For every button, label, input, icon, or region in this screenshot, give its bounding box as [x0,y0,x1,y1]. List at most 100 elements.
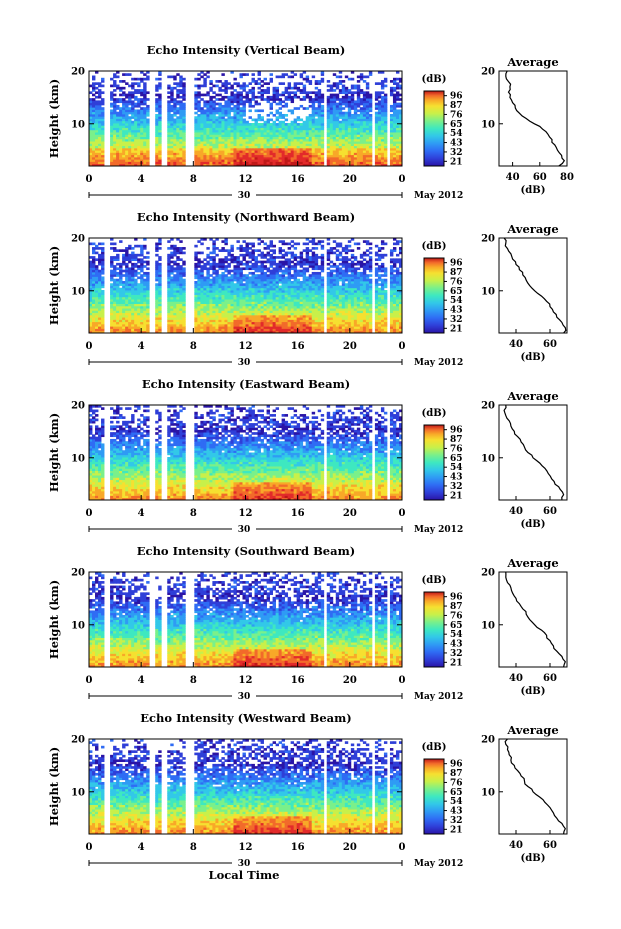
heatmap-cell [194,301,198,304]
heatmap-cell [395,287,400,291]
heatmap-cell [395,71,400,74]
heatmap-cell [173,299,177,302]
heatmap-cell [260,156,264,160]
heatmap-cell [329,86,334,90]
heatmap-cell [128,143,132,147]
heatmap-cell [230,145,234,149]
heatmap-cell [257,143,261,147]
heatmap-cell [398,163,403,167]
heatmap-cell [272,285,276,289]
x-tick-label: 4 [138,174,145,185]
heatmap-cell [275,319,280,323]
heatmap-cell [173,326,177,329]
heatmap-cell [251,98,255,101]
heatmap-cell [209,285,213,289]
heatmap-cell [356,154,361,158]
heatmap-cell [326,127,331,131]
heatmap-cell [110,134,114,137]
heatmap-cell [176,163,180,167]
heatmap-cell [248,308,252,311]
heatmap-cell [182,109,186,113]
heatmap-cell [215,159,219,162]
heatmap-cell [272,301,276,304]
heatmap-cell [122,129,126,133]
heatmap-cell [203,294,207,298]
heatmap-cell [224,118,228,122]
heatmap-cell [305,303,310,307]
heatmap-cell [341,138,346,142]
heatmap-cell [368,328,373,332]
heatmap-cell [329,123,334,126]
heatmap-cell [290,301,295,304]
heatmap-cell [251,296,255,300]
heatmap-cell [332,109,337,113]
heatmap-cell [356,156,361,160]
heatmap-cell [212,328,216,332]
heatmap-cell [362,314,367,318]
heatmap-cell [269,290,273,293]
heatmap-cell [155,296,159,300]
heatmap-cell [254,138,258,142]
heatmap-cell [125,82,129,85]
heatmap-cell [395,303,400,307]
heatmap-cell [311,109,316,113]
heatmap-cell [257,145,261,149]
heatmap-cell [176,296,180,300]
heatmap-cell [356,161,361,165]
heatmap-cell [314,292,319,295]
heatmap-cell [317,95,322,99]
heatmap-cell [329,152,334,156]
heatmap-cell [137,163,141,167]
heatmap-cell [215,285,219,289]
heatmap-cell [305,136,310,140]
heatmap-cell [239,314,243,318]
heatmap-cell [317,292,322,295]
heatmap-cell [389,143,394,147]
heatmap-cell [317,299,322,302]
heatmap-cell [314,319,319,323]
heatmap-cell [278,138,283,142]
heatmap-cell [224,95,228,99]
heatmap-cell [314,141,319,144]
heatmap-cell [245,321,249,325]
heatmap-cell [155,287,159,291]
heatmap-cell [350,100,355,104]
heatmap-cell [179,159,183,162]
heatmap-cell [110,163,114,167]
heatmap-cell [383,132,388,135]
heatmap-cell [341,299,346,302]
heatmap-cell [98,296,102,300]
heatmap-cell [392,89,397,92]
heatmap-cell [119,107,123,110]
heatmap-cell [221,305,225,309]
heatmap-cell [134,141,138,144]
heatmap-cell [260,159,264,162]
heatmap-cell [248,123,252,126]
heatmap-cell [116,326,120,329]
heatmap-cell [233,147,237,151]
heatmap-cell [194,150,198,153]
heatmap-cell [242,156,246,160]
heatmap-cell [365,145,370,149]
heatmap-cell [236,290,240,293]
heatmap-cell [296,290,301,293]
heatmap-cell [137,120,141,124]
heatmap-cell [140,312,144,316]
heatmap-cell [137,303,141,307]
heatmap-cell [230,84,234,88]
heatmap-cell [167,129,171,133]
heatmap-cell [143,143,147,147]
heatmap-cell [281,152,286,156]
heatmap-cell [368,95,373,99]
heatmap-cell [374,317,379,320]
heatmap-cell [344,321,349,325]
heatmap-cell [209,145,213,149]
heatmap-cell [245,296,249,300]
heatmap-cell [305,305,310,309]
heatmap-cell [248,147,252,151]
heatmap-cell [326,143,331,147]
heatmap-cell [167,123,171,126]
heatmap-cell [170,152,174,156]
heatmap-cell [122,125,126,128]
heatmap-cell [263,163,267,167]
